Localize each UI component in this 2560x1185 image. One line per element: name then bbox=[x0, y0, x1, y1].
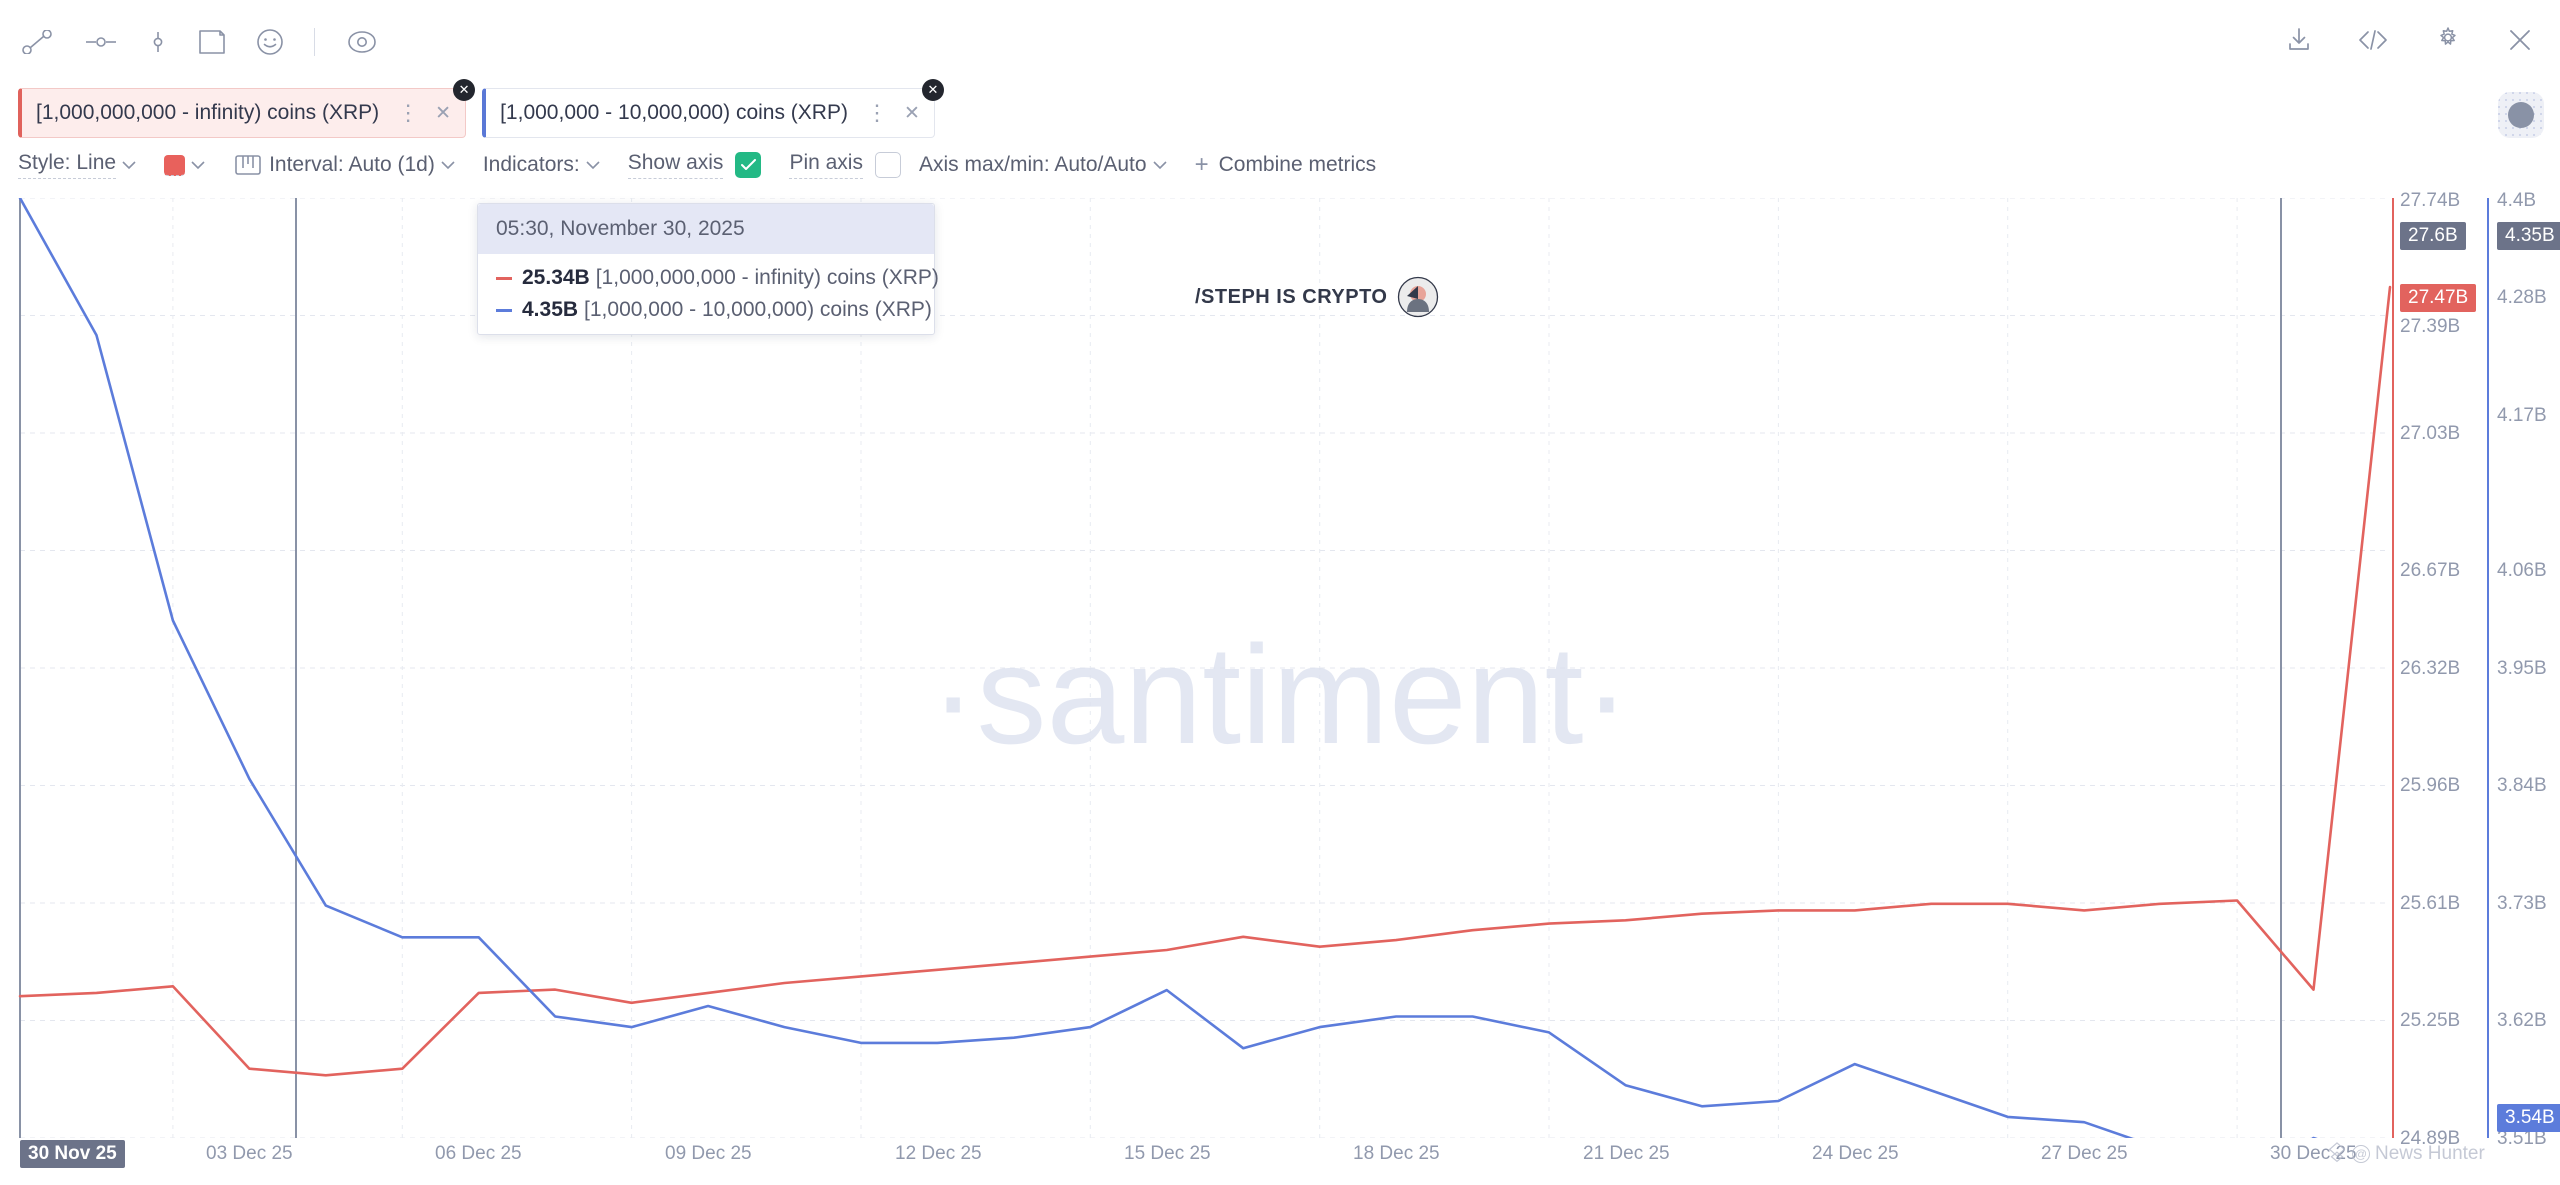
svg-text:·santiment·: ·santiment· bbox=[930, 616, 1630, 773]
